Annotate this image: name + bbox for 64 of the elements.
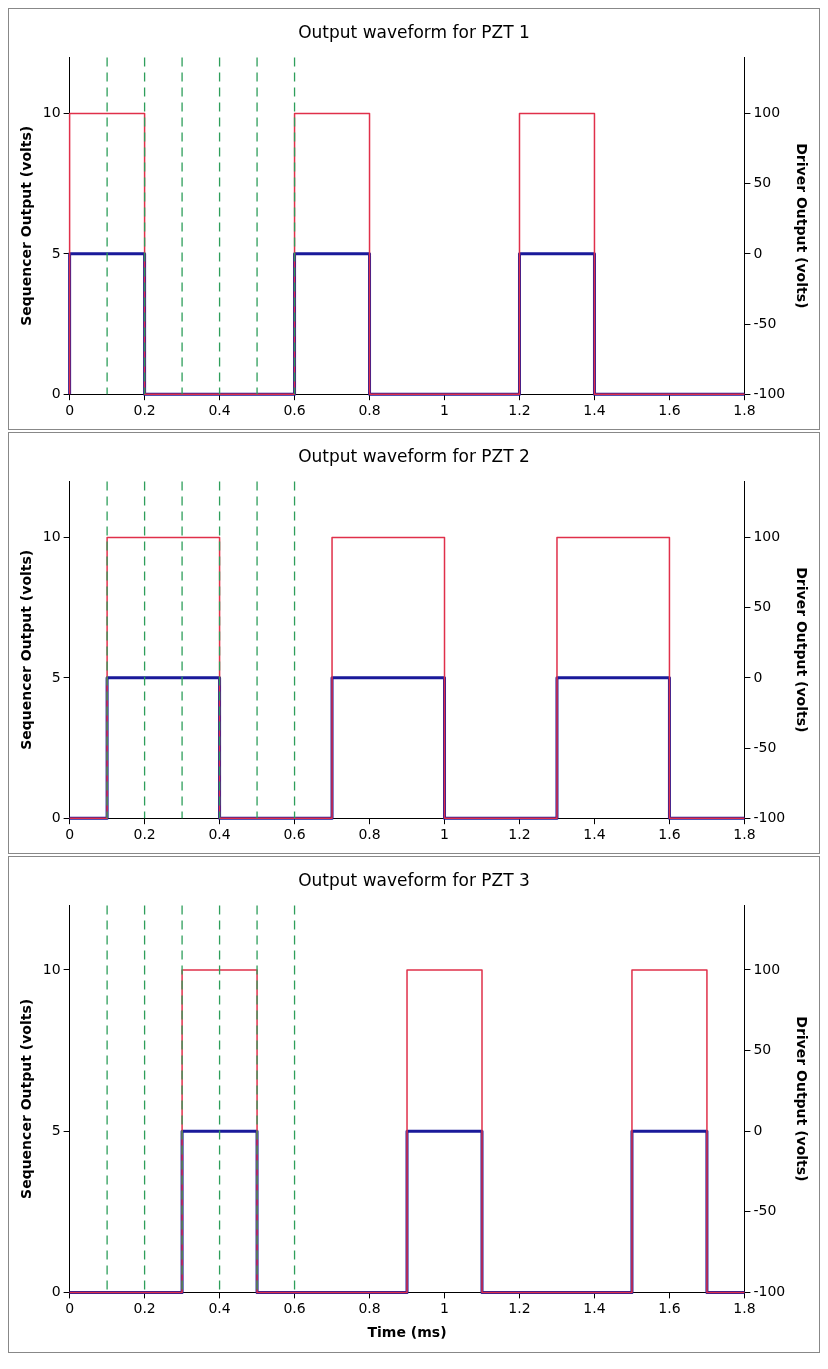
y2-tick-label: 100 (753, 960, 781, 977)
x-tick-label: 1.4 (583, 402, 606, 419)
chart-title: Output waveform for PZT 3 (298, 869, 530, 890)
x-tick-label: 0.2 (133, 402, 156, 419)
x-tick-label: 0 (65, 826, 75, 843)
x-axis-title: Time (ms) (367, 1324, 447, 1341)
y-axis-title: Sequencer Output (volts) (18, 998, 35, 1199)
y-tick-label: 5 (51, 668, 61, 685)
y-axis-title: Sequencer Output (volts) (18, 549, 35, 750)
x-tick-label: 1.4 (583, 1300, 606, 1317)
y2-axis-title: Driver Output (volts) (793, 567, 810, 733)
y2-tick-label: -50 (753, 1202, 777, 1219)
x-tick-label: 0.6 (283, 826, 306, 843)
chart-title: Output waveform for PZT 1 (298, 21, 530, 42)
y2-axis-title: Driver Output (volts) (793, 1016, 810, 1182)
y2-tick-label: 50 (753, 1041, 772, 1058)
y2-tick-label: -50 (753, 314, 777, 331)
x-tick-label: 1.2 (508, 402, 531, 419)
x-tick-label: 0.4 (208, 1300, 231, 1317)
x-tick-label: 1.6 (658, 402, 681, 419)
y-axis-title: Sequencer Output (volts) (18, 125, 35, 326)
x-tick-label: 1 (440, 826, 449, 843)
y2-tick-label: 100 (753, 104, 781, 121)
x-tick-label: 1.6 (658, 1300, 681, 1317)
x-tick-label: 0 (65, 1300, 75, 1317)
y2-tick-label: -50 (753, 738, 777, 755)
chart-title: Output waveform for PZT 2 (298, 445, 530, 466)
x-tick-label: 0.8 (358, 1300, 381, 1317)
x-tick-label: 0.4 (208, 826, 231, 843)
x-tick-label: 1.2 (508, 826, 531, 843)
x-tick-label: 1.2 (508, 1300, 531, 1317)
y-tick-label: 0 (51, 384, 61, 401)
y-tick-label: 5 (51, 244, 61, 261)
y-tick-label: 0 (51, 1283, 61, 1300)
y2-tick-label: 0 (753, 668, 763, 685)
x-tick-label: 0.2 (133, 1300, 156, 1317)
y2-tick-label: 50 (753, 174, 772, 191)
x-tick-label: 1 (440, 1300, 449, 1317)
y2-tick-label: 0 (753, 1121, 763, 1138)
x-tick-label: 1.4 (583, 826, 606, 843)
y2-tick-label: -100 (753, 1283, 786, 1300)
y2-axis-title: Driver Output (volts) (793, 143, 810, 309)
x-tick-label: 1 (440, 402, 449, 419)
y2-tick-label: -100 (753, 384, 786, 401)
y-tick-label: 0 (51, 808, 61, 825)
y2-tick-label: 50 (753, 598, 772, 615)
y2-tick-label: 0 (753, 244, 763, 261)
y2-tick-label: 100 (753, 528, 781, 545)
x-tick-label: 0.8 (358, 826, 381, 843)
x-tick-label: 0.6 (283, 1300, 306, 1317)
x-tick-label: 0.8 (358, 402, 381, 419)
x-tick-label: 0.2 (133, 826, 156, 843)
x-tick-label: 0.6 (283, 402, 306, 419)
y-tick-label: 10 (42, 104, 61, 121)
x-tick-label: 1.8 (733, 402, 756, 419)
x-tick-label: 0.4 (208, 402, 231, 419)
x-tick-label: 1.6 (658, 826, 681, 843)
x-tick-label: 1.8 (733, 826, 756, 843)
y2-tick-label: -100 (753, 808, 786, 825)
x-tick-label: 1.8 (733, 1300, 756, 1317)
y-tick-label: 10 (42, 528, 61, 545)
x-tick-label: 0 (65, 402, 75, 419)
y-tick-label: 10 (42, 960, 61, 977)
y-tick-label: 5 (51, 1121, 61, 1138)
